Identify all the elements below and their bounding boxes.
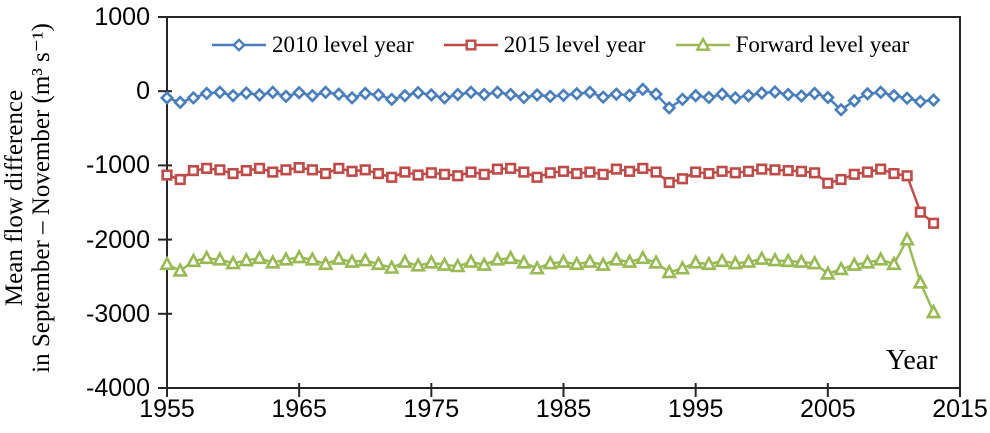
y-tick-label: -1000 — [86, 151, 150, 180]
y-axis-title: Mean flow difference in September – Nove… — [1, 0, 55, 433]
plot-area — [158, 16, 961, 397]
y-tick-label: 1000 — [94, 3, 150, 31]
y-tick-label: -3000 — [86, 299, 150, 328]
legend-line-triangle-icon — [675, 36, 730, 51]
x-tick-label: 1995 — [667, 395, 724, 423]
x-axis-title: Year — [886, 345, 938, 376]
legend-item-forward-level-year: Forward level year — [675, 32, 910, 58]
legend-label-forward: Forward level year — [735, 32, 910, 57]
legend-label-2010: 2010 level year — [272, 32, 414, 57]
y-tick-label: 0 — [136, 77, 150, 106]
plot-svg — [158, 16, 961, 397]
x-tick-label: 1985 — [535, 395, 592, 423]
y-axis-title-line2: in September – November (m³ s⁻¹) — [28, 23, 55, 373]
legend-item-2010-level-year: 2010 level year — [212, 32, 414, 58]
x-tick-label: 1955 — [139, 395, 195, 423]
x-tick-label: 2005 — [800, 395, 856, 423]
legend-item-2015-level-year: 2015 level year — [443, 32, 646, 58]
legend-label-2015: 2015 level year — [503, 32, 646, 57]
y-tick-label: -4000 — [86, 374, 150, 402]
y-axis-title-line1: Mean flow difference — [1, 89, 28, 307]
x-tick-label: 1965 — [271, 395, 327, 423]
y-tick-label: -2000 — [86, 225, 150, 254]
x-tick-label: 2015 — [932, 395, 988, 423]
legend-line-square-icon — [443, 39, 498, 51]
legend: 2010 level year 2015 level year Forward … — [212, 30, 909, 60]
x-tick-label: 1975 — [403, 395, 460, 423]
legend-line-diamond-icon — [212, 38, 266, 52]
